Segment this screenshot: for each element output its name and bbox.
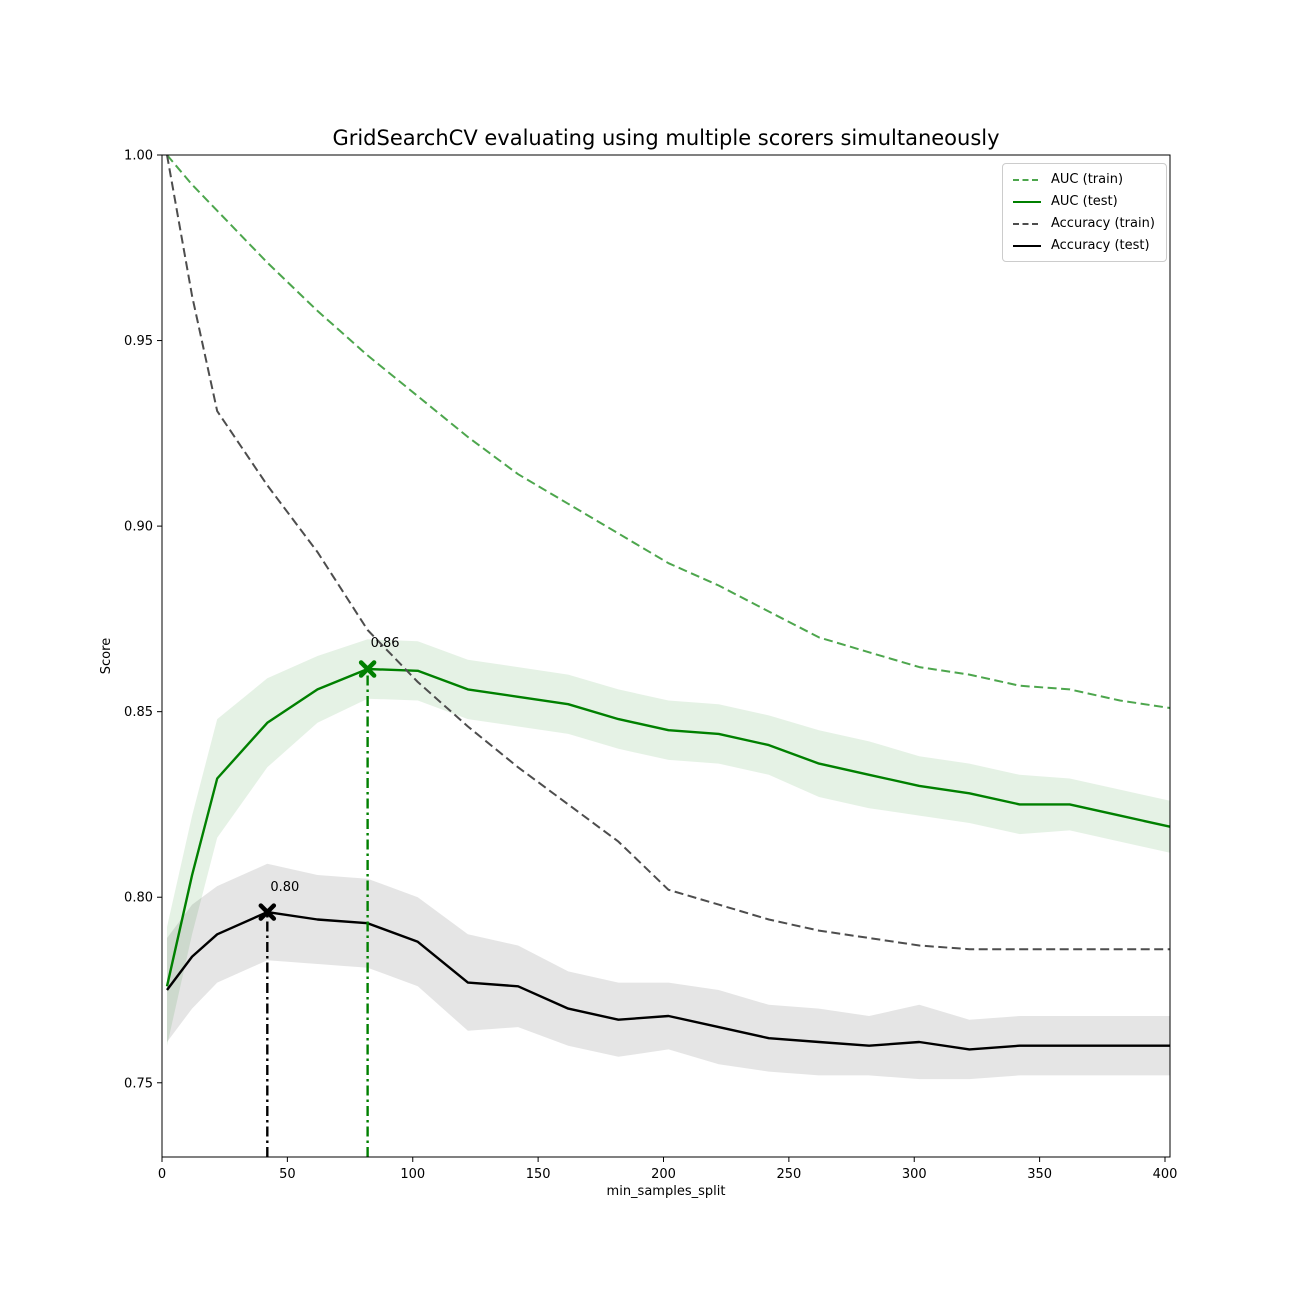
x-tick-label: 0 (158, 1167, 166, 1182)
best-score-annotation-auc: 0.86 (370, 636, 400, 652)
series-line-auc-train (166, 154, 1171, 709)
legend-item-accuracy-test: Accuracy (test) (1012, 238, 1155, 253)
x-axis-label: min_samples_split (606, 1184, 726, 1199)
best-x-marker-auc-test (358, 660, 377, 678)
series-line-auc-test (165, 667, 1171, 987)
band-accuracy-test (167, 863, 1170, 1080)
y-axis-label: Score (99, 637, 114, 675)
legend-label-auc-train: AUC (train) (1051, 172, 1124, 187)
x-tick-label: 150 (526, 1167, 551, 1182)
legend-line-accuracy-train (1013, 222, 1041, 225)
y-tick-label: 0.75 (124, 1076, 153, 1091)
legend-line-accuracy-test (1013, 244, 1041, 247)
chart-title: GridSearchCV evaluating using multiple s… (332, 126, 1000, 150)
x-tick-label: 350 (1027, 1167, 1052, 1182)
x-tick-label: 400 (1153, 1167, 1178, 1182)
x-tick-label: 300 (902, 1167, 927, 1182)
series-line-accuracy-test (166, 910, 1170, 1051)
best-score-annotation-accuracy: 0.80 (270, 879, 300, 895)
legend-line-auc-train (1013, 178, 1041, 181)
legend-label-accuracy-train: Accuracy (train) (1051, 216, 1155, 231)
legend-item-accuracy-train: Accuracy (train) (1012, 216, 1155, 231)
series-line-accuracy-train (166, 154, 1170, 951)
legend-label-auc-test: AUC (test) (1051, 194, 1118, 209)
x-tick-label: 200 (651, 1167, 676, 1182)
y-tick-label: 0.90 (124, 520, 153, 535)
y-tick-label: 0.95 (124, 334, 153, 349)
legend: AUC (train) AUC (test) Accuracy (train) … (1002, 163, 1167, 262)
x-tick-label: 50 (279, 1167, 296, 1182)
y-tick-label: 0.85 (124, 705, 153, 720)
legend-line-auc-test (1013, 200, 1041, 203)
axes-frame (161, 154, 1171, 1158)
legend-item-auc-test: AUC (test) (1012, 194, 1155, 209)
best-x-marker-accuracy-test (258, 903, 277, 921)
band-auc-test (167, 639, 1170, 1046)
y-tick-label: 0.80 (124, 891, 153, 906)
y-tick-label: 1.00 (124, 149, 153, 164)
x-tick-label: 250 (776, 1167, 801, 1182)
legend-label-accuracy-test: Accuracy (test) (1051, 238, 1150, 253)
legend-item-auc-train: AUC (train) (1012, 172, 1155, 187)
x-tick-label: 100 (400, 1167, 425, 1182)
